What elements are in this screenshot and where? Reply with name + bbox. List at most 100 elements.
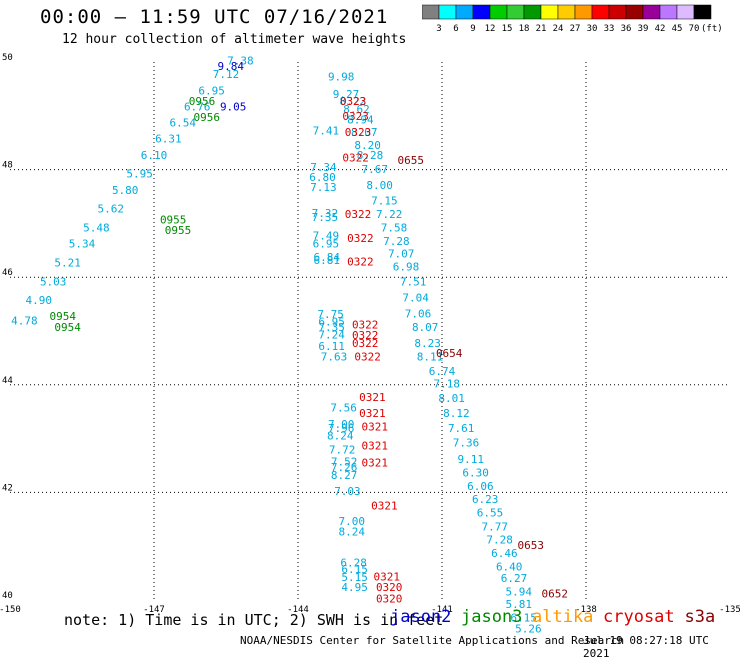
wave-height-point: 5.21 [54, 256, 81, 269]
wave-height-point: 8.22 [339, 95, 366, 108]
wave-height-point: 7.12 [213, 68, 240, 81]
wave-height-point: 6.11 [318, 340, 345, 353]
series-swh-track-1: 7.417.346.807.137.327.357.496.956.846.81… [309, 125, 368, 594]
series-cryosat: 0323032303230322032203220322032203220322… [340, 95, 403, 606]
wave-height-point: 7.15 [371, 195, 398, 208]
color-scale-label: 9 [470, 24, 475, 34]
y-tick-label: 42 [2, 483, 13, 493]
wave-height-point: 0321 [359, 407, 386, 420]
wave-height-point: 0323 [345, 126, 372, 139]
wave-height-point: 5.03 [40, 275, 67, 288]
wave-height-point: 8.23 [414, 337, 441, 350]
wave-height-point: 0321 [362, 439, 389, 452]
wave-height-point: 7.52 [331, 456, 358, 469]
wave-height-point: 7.63 [321, 351, 348, 364]
x-tick-label: -138 [575, 605, 597, 615]
wave-height-point: 5.34 [69, 238, 96, 251]
y-tick-label: 48 [2, 161, 13, 171]
wave-height-point: 9.98 [328, 70, 355, 83]
wave-height-point: 0321 [362, 457, 389, 470]
wave-height-point: 6.74 [429, 365, 456, 378]
x-tick-label: -147 [143, 605, 165, 615]
wave-height-point: 5.80 [112, 184, 139, 197]
legend-item-jason2: jason2 [390, 607, 452, 627]
color-scale-label: 70 [689, 24, 700, 34]
color-scale-label: 15 [502, 24, 513, 34]
wave-height-point: 7.03 [334, 485, 361, 498]
wave-height-point: 8.12 [443, 407, 470, 420]
wave-height-point: 6.46 [491, 547, 518, 560]
color-scale-label: 21 [536, 24, 547, 34]
wave-height-point: 5.81 [506, 598, 533, 611]
wave-height-point: 7.06 [405, 308, 432, 321]
wave-height-point: 8.00 [366, 179, 393, 192]
wave-height-point: 7.00 [339, 515, 366, 528]
color-scale-label: 33 [604, 24, 615, 34]
wave-height-point: 8.11 [417, 351, 444, 364]
wave-height-point: 7.35 [312, 211, 339, 224]
wave-height-point: 4.95 [341, 581, 368, 594]
color-scale-label: 18 [519, 24, 530, 34]
wave-height-point: 0322 [352, 329, 379, 342]
wave-height-point: 6.30 [462, 466, 489, 479]
wave-height-point: 7.34 [310, 161, 337, 174]
wave-height-point: 7.07 [388, 247, 415, 260]
wave-height-point: 0321 [359, 391, 386, 404]
wave-height-point: 9.27 [333, 88, 360, 101]
wave-height-point: 5.48 [83, 221, 110, 234]
wave-height-point: 6.15 [510, 612, 537, 625]
wave-height-point: 0955 [165, 224, 192, 237]
wave-height-point: 6.95 [318, 316, 345, 329]
y-tick-label: 46 [2, 268, 13, 278]
wave-height-point: 7.75 [317, 308, 344, 321]
y-tick-label: 44 [2, 376, 13, 386]
wave-height-point: 6.95 [313, 238, 340, 251]
wave-height-point: 7.26 [331, 461, 358, 474]
wave-height-point: 6.06 [467, 480, 494, 493]
wave-height-point: 0322 [347, 255, 374, 268]
wave-height-point: 9.84 [218, 60, 245, 73]
wave-height-point: 7.28 [486, 534, 513, 547]
wave-height-point: 6.55 [477, 507, 504, 520]
wave-height-point: 6.95 [198, 84, 225, 97]
wave-height-point: 5.62 [98, 203, 125, 216]
wave-height-point: 7.72 [329, 444, 356, 457]
y-tick-label: 50 [2, 53, 13, 63]
wave-height-point: 8.07 [351, 126, 378, 139]
generated-timestamp: Jul 19 08:27:18 UTC 2021 [583, 634, 709, 660]
x-tick-label: -150 [0, 605, 21, 615]
wave-height-point: 7.51 [400, 275, 427, 288]
wave-height-point: 5.26 [515, 622, 542, 635]
wave-height-point: 0954 [50, 310, 77, 323]
wave-height-point: 7.67 [362, 163, 389, 176]
wave-height-point: 8.94 [347, 113, 374, 126]
wave-height-point: 0323 [342, 110, 369, 123]
wave-height-point: 7.61 [448, 422, 475, 435]
wave-height-point: 7.38 [227, 55, 254, 68]
wave-height-point: 4.78 [11, 315, 38, 328]
color-scale-label: 27 [570, 24, 581, 34]
color-scale-label: 45 [672, 24, 683, 34]
wave-height-point: 5.94 [506, 586, 533, 599]
series-swh-track-3: 4.78 4.90 5.03 5.21 5.34 5.48 5.62 5.80 5.95 6.10… [11, 55, 254, 328]
wave-height-point: 6.81 [314, 254, 341, 267]
wave-height-point: 6.84 [314, 251, 341, 264]
wave-height-point: 0323 [340, 95, 367, 108]
chart-title: 00:00 – 11:59 UTC 07/16/2021 [40, 6, 389, 28]
x-tick-label: -141 [431, 605, 453, 615]
wave-height-point: 0322 [352, 337, 379, 350]
legend-item-jason3: jason3 [461, 607, 523, 627]
wave-height-point: 0655 [398, 154, 425, 167]
wave-height-point: 7.32 [312, 207, 339, 220]
footer-note: note: 1) Time is in UTC; 2) SWH is in fe… [64, 611, 444, 629]
color-scale-label: 12 [485, 24, 496, 34]
wave-height-point: 6.54 [170, 117, 197, 130]
wave-height-point: 8.24 [339, 525, 366, 538]
wave-height-point: 0654 [436, 347, 463, 360]
color-scale-label: 6 [453, 24, 458, 34]
wave-height-point: 5.15 [341, 571, 368, 584]
wave-height-point: 8.28 [357, 149, 384, 162]
wave-height-point: 0322 [345, 208, 372, 221]
color-scale-bar: 3 6 9 12 15 18 21 24 27 30 33 36 39 42 45 70 (ft) [422, 4, 723, 34]
